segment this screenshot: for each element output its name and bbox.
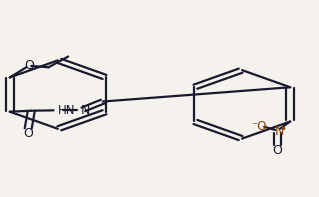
Text: O: O xyxy=(24,59,34,72)
Text: ⁻O: ⁻O xyxy=(252,120,267,133)
Text: HN: HN xyxy=(58,104,75,117)
Text: N: N xyxy=(274,125,284,138)
Text: O: O xyxy=(272,144,282,157)
Text: N: N xyxy=(81,104,90,117)
Text: •: • xyxy=(281,124,287,134)
Text: O: O xyxy=(23,127,33,140)
